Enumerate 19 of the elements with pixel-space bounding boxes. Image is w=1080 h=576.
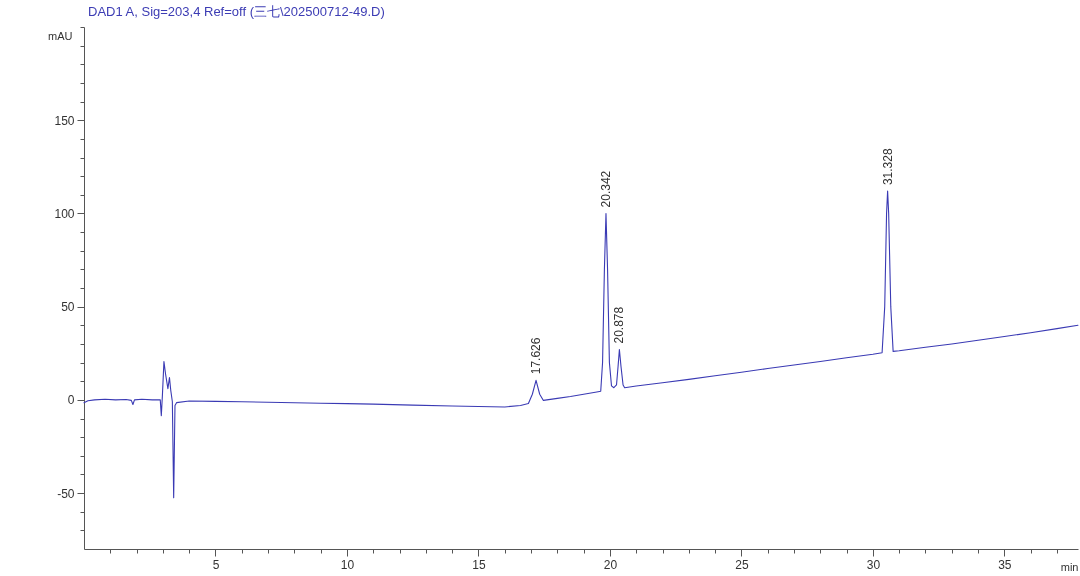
x-tick-label: 25 [735, 557, 749, 572]
y-tick-label: 50 [61, 300, 75, 315]
y-axis-title: mAU [48, 29, 73, 42]
annotation: 31.328 [880, 148, 895, 186]
y-tick-label: 0 [67, 393, 75, 408]
x-tick-label: 10 [340, 557, 355, 572]
x-tick-label: 15 [472, 557, 486, 572]
x-axis-title: min [1060, 560, 1079, 573]
x-tick-label: 35 [998, 557, 1012, 572]
annotation: 20.342 [598, 170, 613, 208]
x-tick-label: 30 [866, 557, 881, 572]
y-tick-label: 100 [54, 206, 75, 221]
y-tick-label: 150 [54, 113, 75, 128]
x-tick-label: 5 [212, 557, 220, 572]
chart-title: DAD1 A, Sig=203,4 Ref=off (三七\202500712-49.D) [88, 4, 385, 19]
annotation: 20.878 [612, 306, 627, 344]
x-tick-label: 20 [603, 557, 618, 572]
y-tick-label: -50 [57, 486, 75, 501]
annotation: 17.626 [529, 337, 544, 375]
